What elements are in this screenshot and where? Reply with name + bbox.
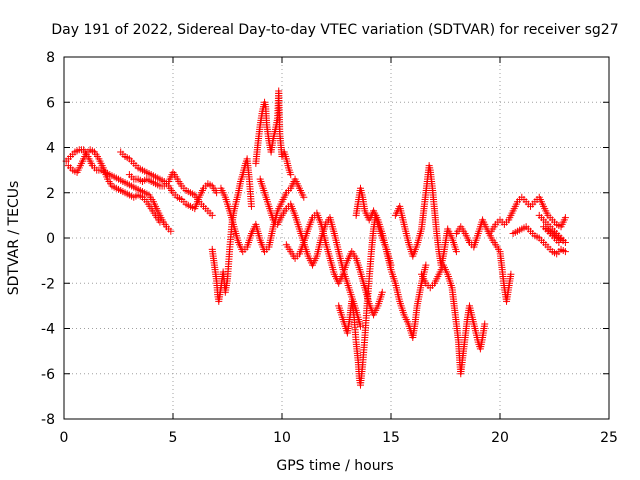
x-axis-label: GPS time / hours (276, 458, 393, 474)
y-tick-label: -6 (41, 367, 55, 383)
data-point-sat-n (507, 270, 515, 278)
x-tick-label: 15 (382, 430, 400, 446)
y-tick-label: -4 (41, 322, 55, 338)
data-point-sat-m (481, 320, 489, 328)
data-point-sat-i (378, 288, 386, 296)
data-point-sat-p (561, 248, 569, 256)
data-point-sat-f (300, 193, 308, 201)
data-point-sat-l (452, 248, 460, 256)
y-tick-label: 8 (46, 50, 55, 66)
x-tick-label: 20 (491, 430, 509, 446)
y-axis-label: SDTVAR / TECUs (6, 181, 22, 296)
data-point-sat-c (213, 189, 221, 197)
y-tick-label: -8 (41, 412, 55, 428)
data-point-sat-e (247, 202, 255, 210)
chart-title: Day 191 of 2022, Sidereal Day-to-day VTE… (51, 22, 618, 38)
data-point-sat-a (167, 227, 175, 235)
axis-ticks: 0 5 10 15 20 25 -8 -6 -4 -2 0 2 4 6 8 (41, 50, 618, 446)
y-tick-label: 2 (46, 186, 55, 202)
data-point-sat-o (561, 214, 569, 222)
x-tick-label: 0 (60, 430, 69, 446)
y-tick-label: 4 (46, 141, 55, 157)
x-tick-label: 25 (600, 430, 618, 446)
data-point-sat-b (156, 218, 164, 226)
data-points (62, 87, 569, 389)
y-tick-label: -2 (41, 276, 55, 292)
data-point-sat-q (555, 239, 563, 247)
data-point-sat-g (287, 171, 295, 179)
data-point-sat-d (208, 211, 216, 219)
data-point-sat-k (422, 261, 430, 269)
data-point-sat-h (356, 322, 364, 330)
y-tick-label: 0 (46, 231, 55, 247)
y-tick-label: 6 (46, 95, 55, 111)
x-tick-label: 10 (273, 430, 291, 446)
x-tick-label: 5 (169, 430, 178, 446)
